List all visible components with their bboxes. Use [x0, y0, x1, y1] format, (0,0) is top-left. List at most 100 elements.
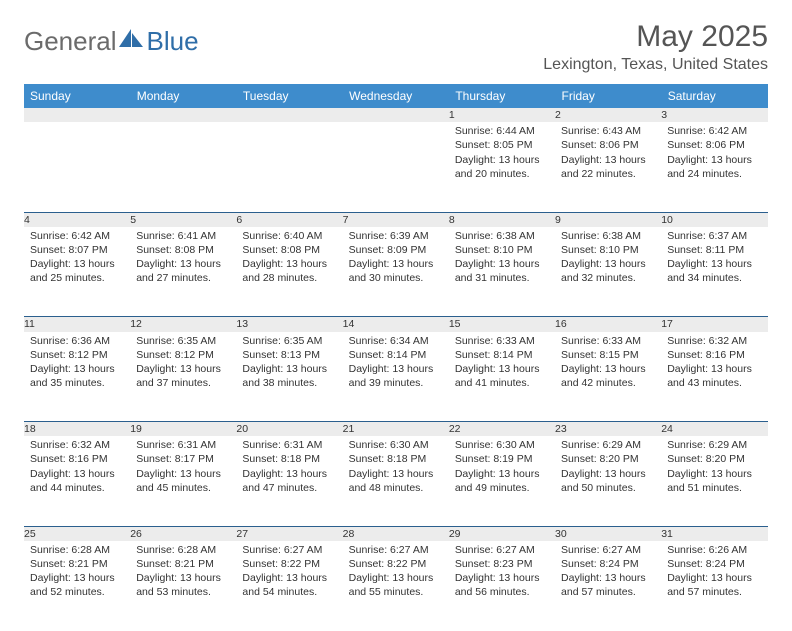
day-number: 3: [661, 108, 767, 122]
day-details: Sunrise: 6:39 AMSunset: 8:09 PMDaylight:…: [343, 227, 449, 292]
day-details: Sunrise: 6:29 AMSunset: 8:20 PMDaylight:…: [661, 436, 767, 501]
day-number: 4: [24, 213, 130, 227]
empty-day-number: [130, 108, 236, 122]
daylight-line2: and 47 minutes.: [242, 481, 336, 495]
day-number: 20: [236, 422, 342, 436]
daylight-line1: Daylight: 13 hours: [349, 571, 443, 585]
title-block: May 2025 Lexington, Texas, United States: [543, 20, 768, 74]
daynum-row: 45678910: [24, 213, 768, 227]
daylight-line1: Daylight: 13 hours: [242, 257, 336, 271]
day-details: Sunrise: 6:29 AMSunset: 8:20 PMDaylight:…: [555, 436, 661, 501]
sunset-text: Sunset: 8:18 PM: [349, 452, 443, 466]
day-cell: Sunrise: 6:40 AMSunset: 8:08 PMDaylight:…: [236, 227, 342, 317]
sunset-text: Sunset: 8:06 PM: [561, 138, 655, 152]
empty-cell: [236, 122, 342, 212]
day-number: 30: [555, 527, 661, 541]
day-number: 15: [449, 317, 555, 331]
day-number: 18: [24, 422, 130, 436]
daylight-line1: Daylight: 13 hours: [561, 257, 655, 271]
empty-day-number: [343, 108, 449, 122]
month-title: May 2025: [543, 20, 768, 54]
sunrise-text: Sunrise: 6:43 AM: [561, 124, 655, 138]
daylight-line2: and 57 minutes.: [667, 585, 761, 599]
weekday-header: Tuesday: [236, 84, 342, 108]
day-cell: Sunrise: 6:34 AMSunset: 8:14 PMDaylight:…: [343, 332, 449, 422]
daylight-line1: Daylight: 13 hours: [455, 467, 549, 481]
sunset-text: Sunset: 8:05 PM: [455, 138, 549, 152]
day-cell: Sunrise: 6:42 AMSunset: 8:06 PMDaylight:…: [661, 122, 767, 212]
daylight-line1: Daylight: 13 hours: [667, 153, 761, 167]
sunset-text: Sunset: 8:14 PM: [349, 348, 443, 362]
daynum-row: 11121314151617: [24, 317, 768, 331]
daylight-line1: Daylight: 13 hours: [667, 257, 761, 271]
daylight-line2: and 32 minutes.: [561, 271, 655, 285]
sunset-text: Sunset: 8:17 PM: [136, 452, 230, 466]
sunrise-text: Sunrise: 6:29 AM: [561, 438, 655, 452]
brand-sail-icon: [117, 27, 145, 49]
sunrise-text: Sunrise: 6:31 AM: [242, 438, 336, 452]
daylight-line2: and 39 minutes.: [349, 376, 443, 390]
sunset-text: Sunset: 8:21 PM: [136, 557, 230, 571]
daylight-line2: and 43 minutes.: [667, 376, 761, 390]
day-details: Sunrise: 6:32 AMSunset: 8:16 PMDaylight:…: [24, 436, 130, 501]
day-cell: Sunrise: 6:29 AMSunset: 8:20 PMDaylight:…: [661, 436, 767, 526]
day-number: 6: [236, 213, 342, 227]
sunrise-text: Sunrise: 6:30 AM: [455, 438, 549, 452]
day-cell: Sunrise: 6:39 AMSunset: 8:09 PMDaylight:…: [343, 227, 449, 317]
daylight-line1: Daylight: 13 hours: [455, 571, 549, 585]
day-number: 27: [236, 527, 342, 541]
daylight-line2: and 35 minutes.: [30, 376, 124, 390]
sunrise-text: Sunrise: 6:33 AM: [561, 334, 655, 348]
sunset-text: Sunset: 8:15 PM: [561, 348, 655, 362]
location-text: Lexington, Texas, United States: [543, 56, 768, 74]
sunrise-text: Sunrise: 6:42 AM: [30, 229, 124, 243]
sunset-text: Sunset: 8:06 PM: [667, 138, 761, 152]
sunrise-text: Sunrise: 6:27 AM: [455, 543, 549, 557]
sunset-text: Sunset: 8:11 PM: [667, 243, 761, 257]
day-details: Sunrise: 6:40 AMSunset: 8:08 PMDaylight:…: [236, 227, 342, 292]
day-number: 25: [24, 527, 130, 541]
day-cell: Sunrise: 6:31 AMSunset: 8:17 PMDaylight:…: [130, 436, 236, 526]
daylight-line1: Daylight: 13 hours: [561, 467, 655, 481]
sunrise-text: Sunrise: 6:38 AM: [455, 229, 549, 243]
sunrise-text: Sunrise: 6:41 AM: [136, 229, 230, 243]
day-cell: Sunrise: 6:35 AMSunset: 8:12 PMDaylight:…: [130, 332, 236, 422]
daylight-line2: and 50 minutes.: [561, 481, 655, 495]
sunrise-text: Sunrise: 6:34 AM: [349, 334, 443, 348]
day-cell: Sunrise: 6:30 AMSunset: 8:18 PMDaylight:…: [343, 436, 449, 526]
day-details: Sunrise: 6:42 AMSunset: 8:06 PMDaylight:…: [661, 122, 767, 187]
empty-cell: [343, 122, 449, 212]
day-number: 11: [24, 317, 130, 331]
sunrise-text: Sunrise: 6:33 AM: [455, 334, 549, 348]
day-details: Sunrise: 6:41 AMSunset: 8:08 PMDaylight:…: [130, 227, 236, 292]
sunset-text: Sunset: 8:12 PM: [30, 348, 124, 362]
daylight-line2: and 51 minutes.: [667, 481, 761, 495]
day-details: Sunrise: 6:42 AMSunset: 8:07 PMDaylight:…: [24, 227, 130, 292]
week-body-row: Sunrise: 6:28 AMSunset: 8:21 PMDaylight:…: [24, 541, 768, 631]
sunrise-text: Sunrise: 6:29 AM: [667, 438, 761, 452]
weekday-header: Wednesday: [343, 84, 449, 108]
sunset-text: Sunset: 8:19 PM: [455, 452, 549, 466]
sunset-text: Sunset: 8:18 PM: [242, 452, 336, 466]
day-cell: Sunrise: 6:31 AMSunset: 8:18 PMDaylight:…: [236, 436, 342, 526]
day-number: 26: [130, 527, 236, 541]
day-number: 28: [343, 527, 449, 541]
day-details: Sunrise: 6:27 AMSunset: 8:24 PMDaylight:…: [555, 541, 661, 606]
day-cell: Sunrise: 6:27 AMSunset: 8:22 PMDaylight:…: [343, 541, 449, 631]
daylight-line2: and 37 minutes.: [136, 376, 230, 390]
sunset-text: Sunset: 8:22 PM: [349, 557, 443, 571]
sunrise-text: Sunrise: 6:37 AM: [667, 229, 761, 243]
day-cell: Sunrise: 6:44 AMSunset: 8:05 PMDaylight:…: [449, 122, 555, 212]
weekday-header: Monday: [130, 84, 236, 108]
day-cell: Sunrise: 6:27 AMSunset: 8:23 PMDaylight:…: [449, 541, 555, 631]
day-details: Sunrise: 6:31 AMSunset: 8:18 PMDaylight:…: [236, 436, 342, 501]
daylight-line2: and 38 minutes.: [242, 376, 336, 390]
daylight-line1: Daylight: 13 hours: [30, 571, 124, 585]
daylight-line2: and 27 minutes.: [136, 271, 230, 285]
daylight-line1: Daylight: 13 hours: [349, 467, 443, 481]
day-details: Sunrise: 6:28 AMSunset: 8:21 PMDaylight:…: [130, 541, 236, 606]
sunset-text: Sunset: 8:24 PM: [561, 557, 655, 571]
day-details: Sunrise: 6:30 AMSunset: 8:18 PMDaylight:…: [343, 436, 449, 501]
daylight-line2: and 41 minutes.: [455, 376, 549, 390]
sunset-text: Sunset: 8:14 PM: [455, 348, 549, 362]
